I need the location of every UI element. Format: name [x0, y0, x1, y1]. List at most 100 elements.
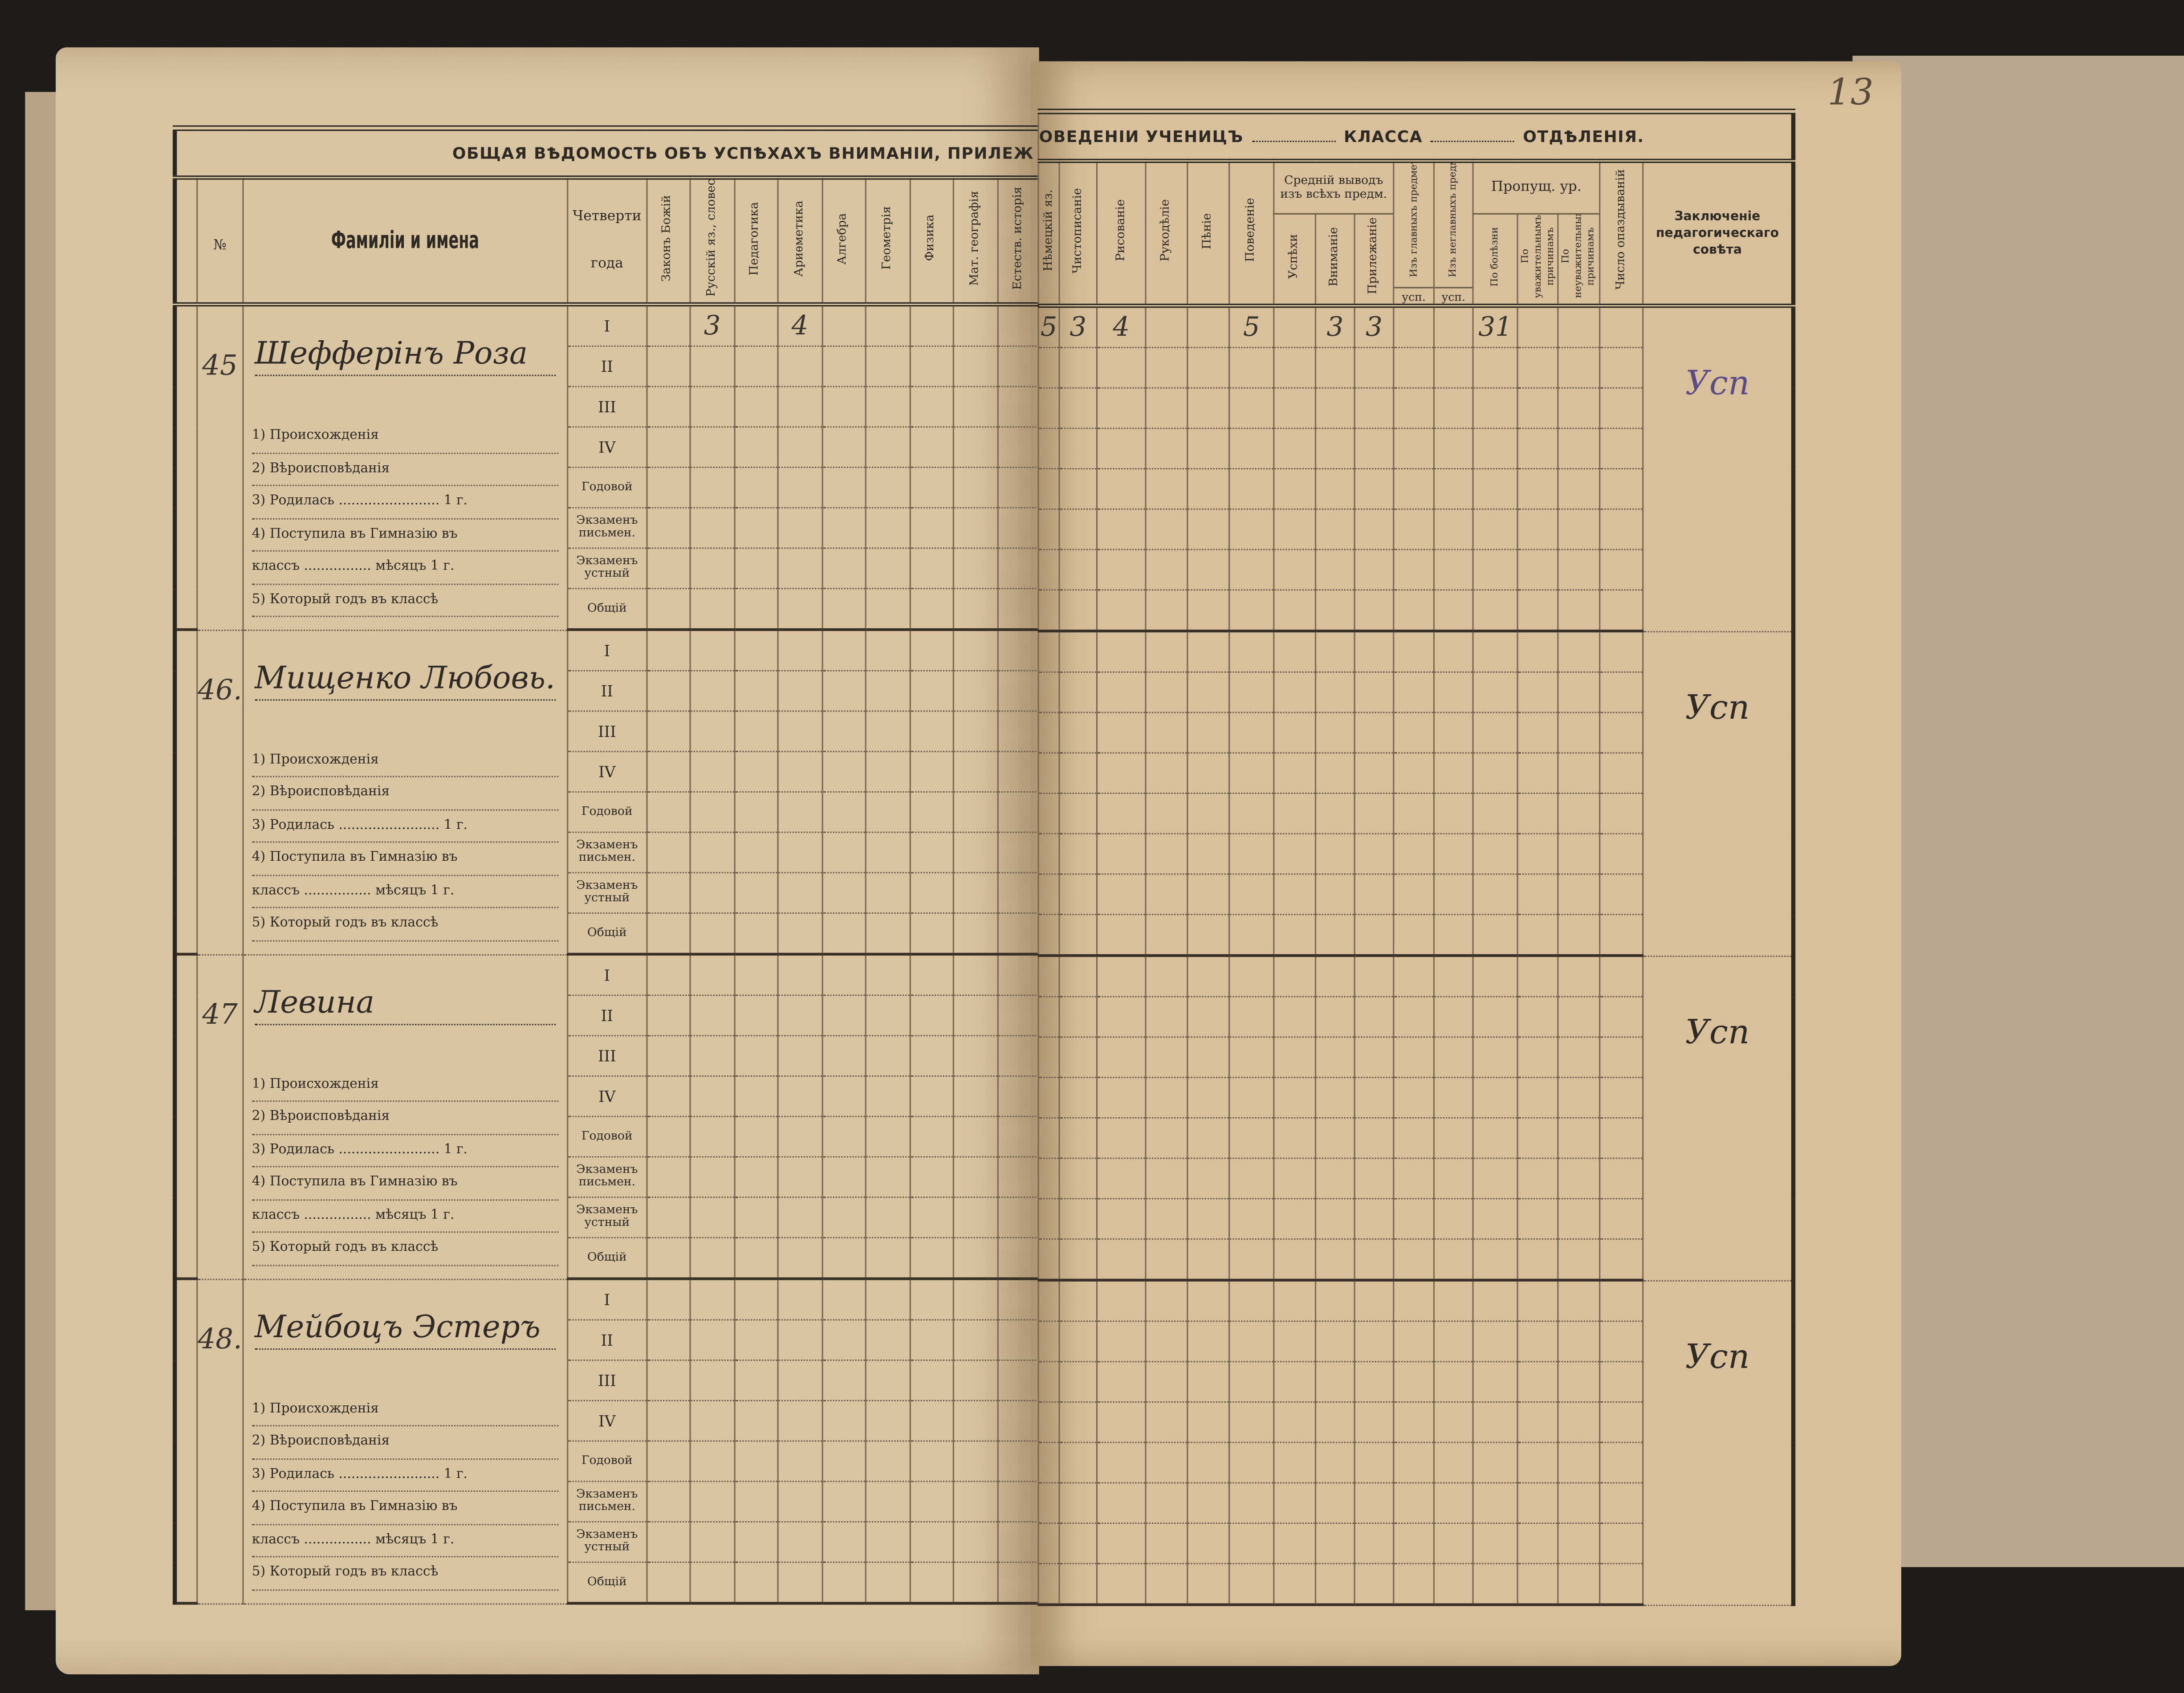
grade-cell: [1433, 347, 1473, 389]
grade-cell: [1228, 955, 1274, 997]
grade-cell: [777, 913, 822, 956]
grade-cell: [1557, 305, 1600, 349]
grade-cell: [1354, 468, 1394, 510]
grade-cell: [1037, 1482, 1059, 1524]
grade-cell: [689, 711, 735, 753]
grade-cell: [1096, 509, 1146, 550]
grade-cell: [997, 1360, 1040, 1401]
grade-cell: 4: [1096, 305, 1146, 349]
student-number: 46.: [196, 629, 243, 955]
grade-cell: [1273, 1158, 1316, 1200]
period-label: Экзаменъ письмен.: [566, 832, 647, 874]
grade-cell: [646, 1237, 690, 1280]
grade-cell: [1517, 1037, 1558, 1078]
grade-cell: [1517, 1198, 1558, 1240]
grade-cell: [1187, 1280, 1229, 1322]
grade-cell: [1096, 1563, 1146, 1606]
grade-cell: [689, 427, 735, 468]
grade-cell: [952, 751, 998, 793]
grade-cell: [997, 1481, 1040, 1523]
subject-label: Русскій яз., словес. и сочиненіе: [704, 177, 719, 297]
student-period-row: [1037, 1037, 1793, 1078]
grade-cell: [1517, 468, 1558, 510]
grade-cell: [865, 1319, 910, 1361]
grade-cell: [952, 1035, 998, 1077]
student-period-row: 45 Шефферінъ Роза 1) Происхожденія 2) Вѣрои…: [174, 304, 1040, 631]
grade-cell: [1354, 672, 1394, 713]
grade-cell: [909, 711, 953, 753]
grade-cell: [1599, 753, 1643, 794]
grade-cell: [646, 913, 690, 956]
period-label: III: [566, 1360, 647, 1401]
column-header-subject: Законъ Божій: [646, 177, 690, 307]
grade-cell: [1393, 834, 1434, 875]
grade-cell: [1433, 914, 1473, 957]
grade-cell: [1354, 1402, 1394, 1443]
grade-cell: [909, 304, 953, 347]
grade-cell: [689, 588, 735, 631]
student-period-row: [1037, 468, 1793, 510]
grade-cell: [1273, 1037, 1316, 1078]
subject-label: Успѣхи: [1287, 234, 1301, 279]
grade-cell: [777, 1197, 822, 1238]
column-header-main-subjects: Изъ главныхъ предметовъ усп.: [1393, 161, 1434, 308]
grade-cell: [1354, 1077, 1394, 1119]
grade-cell: [1433, 1158, 1473, 1200]
column-header-minor-subjects: Изъ неглавныхъ предметовъ усп.: [1433, 161, 1473, 308]
grade-cell: [997, 588, 1040, 631]
grade-cell: [689, 1237, 735, 1280]
subject-label: Педагогика: [748, 201, 763, 275]
title-right-text-1: ОВЕДЕНІИ УЧЕНИЦЪ: [1039, 126, 1244, 147]
grade-cell: [1433, 1037, 1473, 1078]
student-period-row: Усп: [1037, 955, 1794, 1281]
grade-cell: [646, 629, 690, 672]
grade-cell: [1187, 1037, 1229, 1078]
grade-cell: [1145, 793, 1188, 834]
period-label: I: [566, 629, 647, 672]
grade-cell: [1228, 1523, 1274, 1564]
grade-cell: [1037, 631, 1059, 673]
grade-cell: [777, 751, 822, 793]
grade-cell: [1599, 874, 1643, 916]
grade-cell: [1058, 1280, 1097, 1322]
grade-cell: [1599, 631, 1643, 673]
grade-cell: [1145, 1158, 1188, 1200]
grade-cell: [689, 792, 735, 833]
grade-cell: [1433, 753, 1473, 794]
grade-cell: [1517, 793, 1558, 834]
subject-label: Законъ Божій: [660, 195, 675, 282]
student-period-row: 48. Мейбоцъ Эстеръ 1) Происхожденія 2) Вѣро…: [174, 1278, 1040, 1605]
grade-cell: [1187, 549, 1229, 591]
student-number: 47: [196, 954, 243, 1280]
grade-cell: [909, 588, 953, 631]
grade-cell: [1472, 428, 1518, 470]
grade-cell: [1557, 1037, 1600, 1078]
usp-label: усп.: [1395, 287, 1433, 301]
grade-cell: [952, 1116, 998, 1158]
grade-cell: [1517, 631, 1558, 673]
student-period-row: Экзаменъ письмен.: [175, 1481, 1040, 1523]
grade-cell: [1145, 428, 1188, 470]
grade-cell: [1472, 1482, 1518, 1524]
grade-cell: [1472, 509, 1518, 550]
grade-cell: [1187, 834, 1229, 875]
grade-cell: [733, 387, 778, 428]
subject-label: Алгебра: [836, 212, 850, 264]
student-period-row: Общій: [175, 1562, 1040, 1605]
grade-cell: [1393, 874, 1434, 916]
grade-cell: [1315, 874, 1355, 916]
grade-cell: [1517, 753, 1558, 794]
grade-cell: [1315, 1037, 1355, 1078]
column-header-subject: Педагогика: [733, 177, 778, 307]
grade-cell: [1315, 1118, 1355, 1159]
column-header-conclusion: Заключеніе педагогическаго совѣта: [1642, 161, 1794, 308]
info-line: 5) Который годъ въ классѣ: [252, 1233, 558, 1266]
grade-cell: [1187, 753, 1229, 794]
grade-cell: [1557, 1361, 1600, 1403]
grade-cell: 5: [1037, 305, 1059, 349]
grade-cell: [689, 1076, 735, 1117]
period-label: IV: [566, 427, 647, 468]
grade-cell: [689, 1116, 735, 1158]
grade-cell: [1393, 914, 1434, 957]
grade-cell: [646, 1400, 690, 1442]
